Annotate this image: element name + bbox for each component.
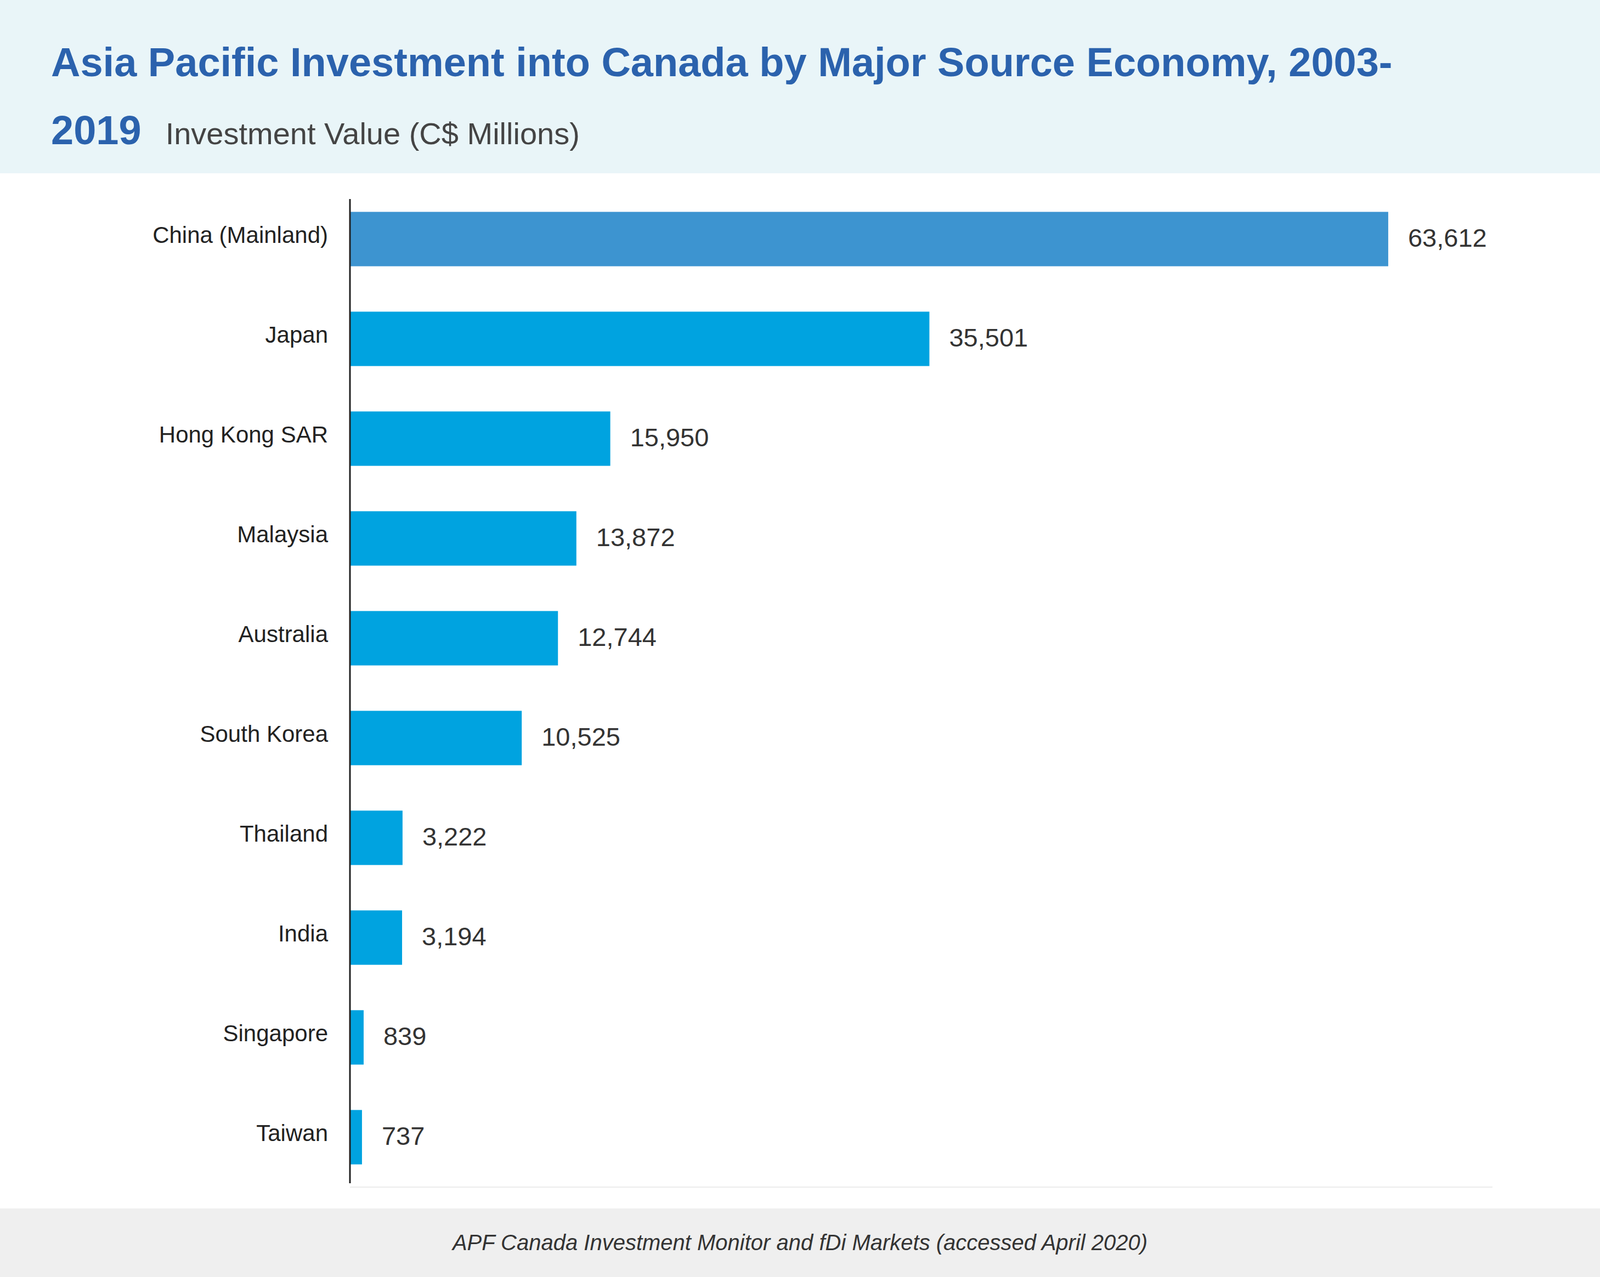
category-label: Taiwan <box>256 1120 329 1147</box>
data-label: 15,950 <box>630 422 710 452</box>
subtitle: Investment Value (C$ Millions) <box>165 116 580 151</box>
category-label: Hong Kong SAR <box>159 421 329 448</box>
axis-line <box>349 199 352 1184</box>
category-label: India <box>278 920 329 947</box>
category-label: Japan <box>265 321 329 348</box>
source: APF Canada Investment Monitor and fDi Ma… <box>0 1208 1600 1277</box>
category-label: Malaysia <box>236 521 329 548</box>
footer-band: APF Canada Investment Monitor and fDi Ma… <box>0 1208 1600 1277</box>
data-label: 35,501 <box>948 323 1028 353</box>
bar <box>349 211 1389 267</box>
bar <box>349 411 611 466</box>
range-baseline <box>349 1186 1493 1189</box>
data-label: 737 <box>381 1121 425 1151</box>
bar <box>349 611 558 666</box>
bar <box>349 810 403 865</box>
chart: China (Mainland) 63,612 Japan 35,501 Hong Ko… <box>0 0 1600 1209</box>
title-block: Asia Pacific Investment into Canada by M… <box>51 34 1582 171</box>
category-label: China (Mainland) <box>152 222 329 248</box>
bar <box>349 710 522 766</box>
bar <box>349 511 577 566</box>
bar <box>349 910 403 965</box>
bar <box>349 1110 363 1165</box>
category-label: Thailand <box>239 821 329 847</box>
data-label: 3,194 <box>421 922 487 952</box>
data-label: 63,612 <box>1408 223 1488 253</box>
data-label: 10,525 <box>541 722 621 752</box>
data-label: 12,744 <box>577 622 657 652</box>
labels: China (Mainland) 63,612 Japan 35,501 Hong Ko… <box>152 222 1488 1151</box>
category-label: Singapore <box>223 1020 329 1047</box>
bar <box>349 1010 364 1065</box>
category-label: South Korea <box>199 721 329 748</box>
category-label: Australia <box>238 621 329 648</box>
bars <box>349 211 1389 1165</box>
data-label: 3,222 <box>422 822 488 852</box>
header-band: Asia Pacific Investment into Canada by M… <box>0 0 1600 174</box>
data-label: 13,872 <box>596 522 676 552</box>
bar <box>349 311 930 366</box>
data-label: 839 <box>383 1021 427 1051</box>
